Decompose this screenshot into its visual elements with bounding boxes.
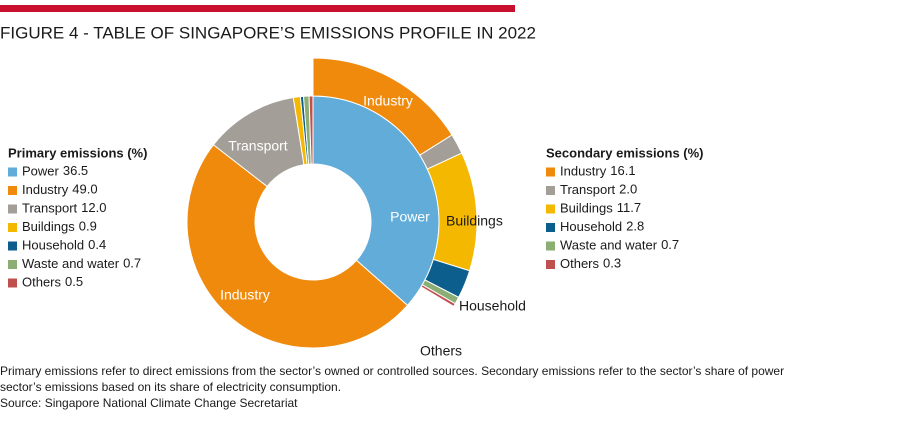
legend-title: Secondary emissions (%) (546, 145, 704, 160)
legend-value: 16.1 (610, 163, 635, 178)
slice-label: Industry (363, 93, 413, 109)
legend-label: Buildings 0.9 (22, 219, 97, 234)
legend-value: 12.0 (81, 200, 106, 215)
legend-label: Waste and water 0.7 (560, 237, 679, 252)
slice-label: Household (459, 298, 526, 314)
legend-label: Others 0.3 (560, 256, 621, 271)
footnote: sector’s emissions based on its share of… (0, 380, 341, 394)
legend-value: 49.0 (72, 182, 97, 197)
legend-label: Transport 2.0 (560, 182, 637, 197)
legend-label: Waste and water 0.7 (22, 256, 141, 271)
legend-label: Transport 12.0 (22, 200, 106, 215)
legend-swatch (546, 241, 555, 251)
legend-label: Power 36.5 (22, 163, 88, 178)
legend-label: Others 0.5 (22, 274, 83, 289)
legend-value: 0.3 (603, 256, 621, 271)
slice (308, 95, 314, 165)
legend-swatch (546, 204, 555, 214)
slice-label: Power (390, 209, 430, 225)
legend-swatch (8, 223, 17, 232)
slice-label: Industry (220, 287, 270, 303)
legend-label: Buildings 11.7 (560, 200, 641, 215)
legend-value: 11.7 (617, 200, 641, 215)
slice-label: Others (420, 343, 462, 359)
legend-value: 0.7 (123, 256, 141, 271)
legend-swatch (8, 241, 17, 251)
legend-swatch (8, 167, 17, 177)
chart-title: FIGURE 4 - TABLE OF SINGAPORE’S EMISSION… (0, 23, 536, 42)
legend-value: 2.8 (626, 219, 644, 234)
legend-swatch (8, 278, 17, 288)
legend-value: 0.7 (661, 237, 679, 252)
donut (186, 57, 478, 349)
legend-title: Primary emissions (%) (8, 145, 147, 160)
footnote: Source: Singapore National Climate Chang… (0, 396, 298, 410)
legend-value: 2.0 (619, 182, 637, 197)
slice (420, 284, 456, 308)
legend-value: 0.4 (88, 237, 106, 252)
legend-swatch (8, 260, 17, 269)
legend-swatch (546, 260, 555, 269)
slice-label: Transport (228, 138, 288, 154)
legend-value: 0.5 (65, 274, 83, 289)
legend-swatch (8, 204, 17, 214)
slice-label: Buildings (446, 213, 503, 229)
legend-swatch (546, 223, 555, 232)
legend-value: 36.5 (63, 163, 88, 178)
slice (186, 144, 409, 349)
legend-swatch (546, 186, 555, 195)
legend-swatch (546, 167, 555, 177)
top-bar (0, 5, 515, 12)
legend-label: Industry 16.1 (560, 163, 636, 178)
legend-value: 0.9 (79, 219, 97, 234)
footnote: Primary emissions refer to direct emissi… (0, 364, 784, 378)
legend-label: Household 2.8 (560, 219, 644, 234)
legend-label: Industry 49.0 (22, 182, 98, 197)
legend-label: Household 0.4 (22, 237, 106, 252)
legend-swatch (8, 186, 17, 195)
